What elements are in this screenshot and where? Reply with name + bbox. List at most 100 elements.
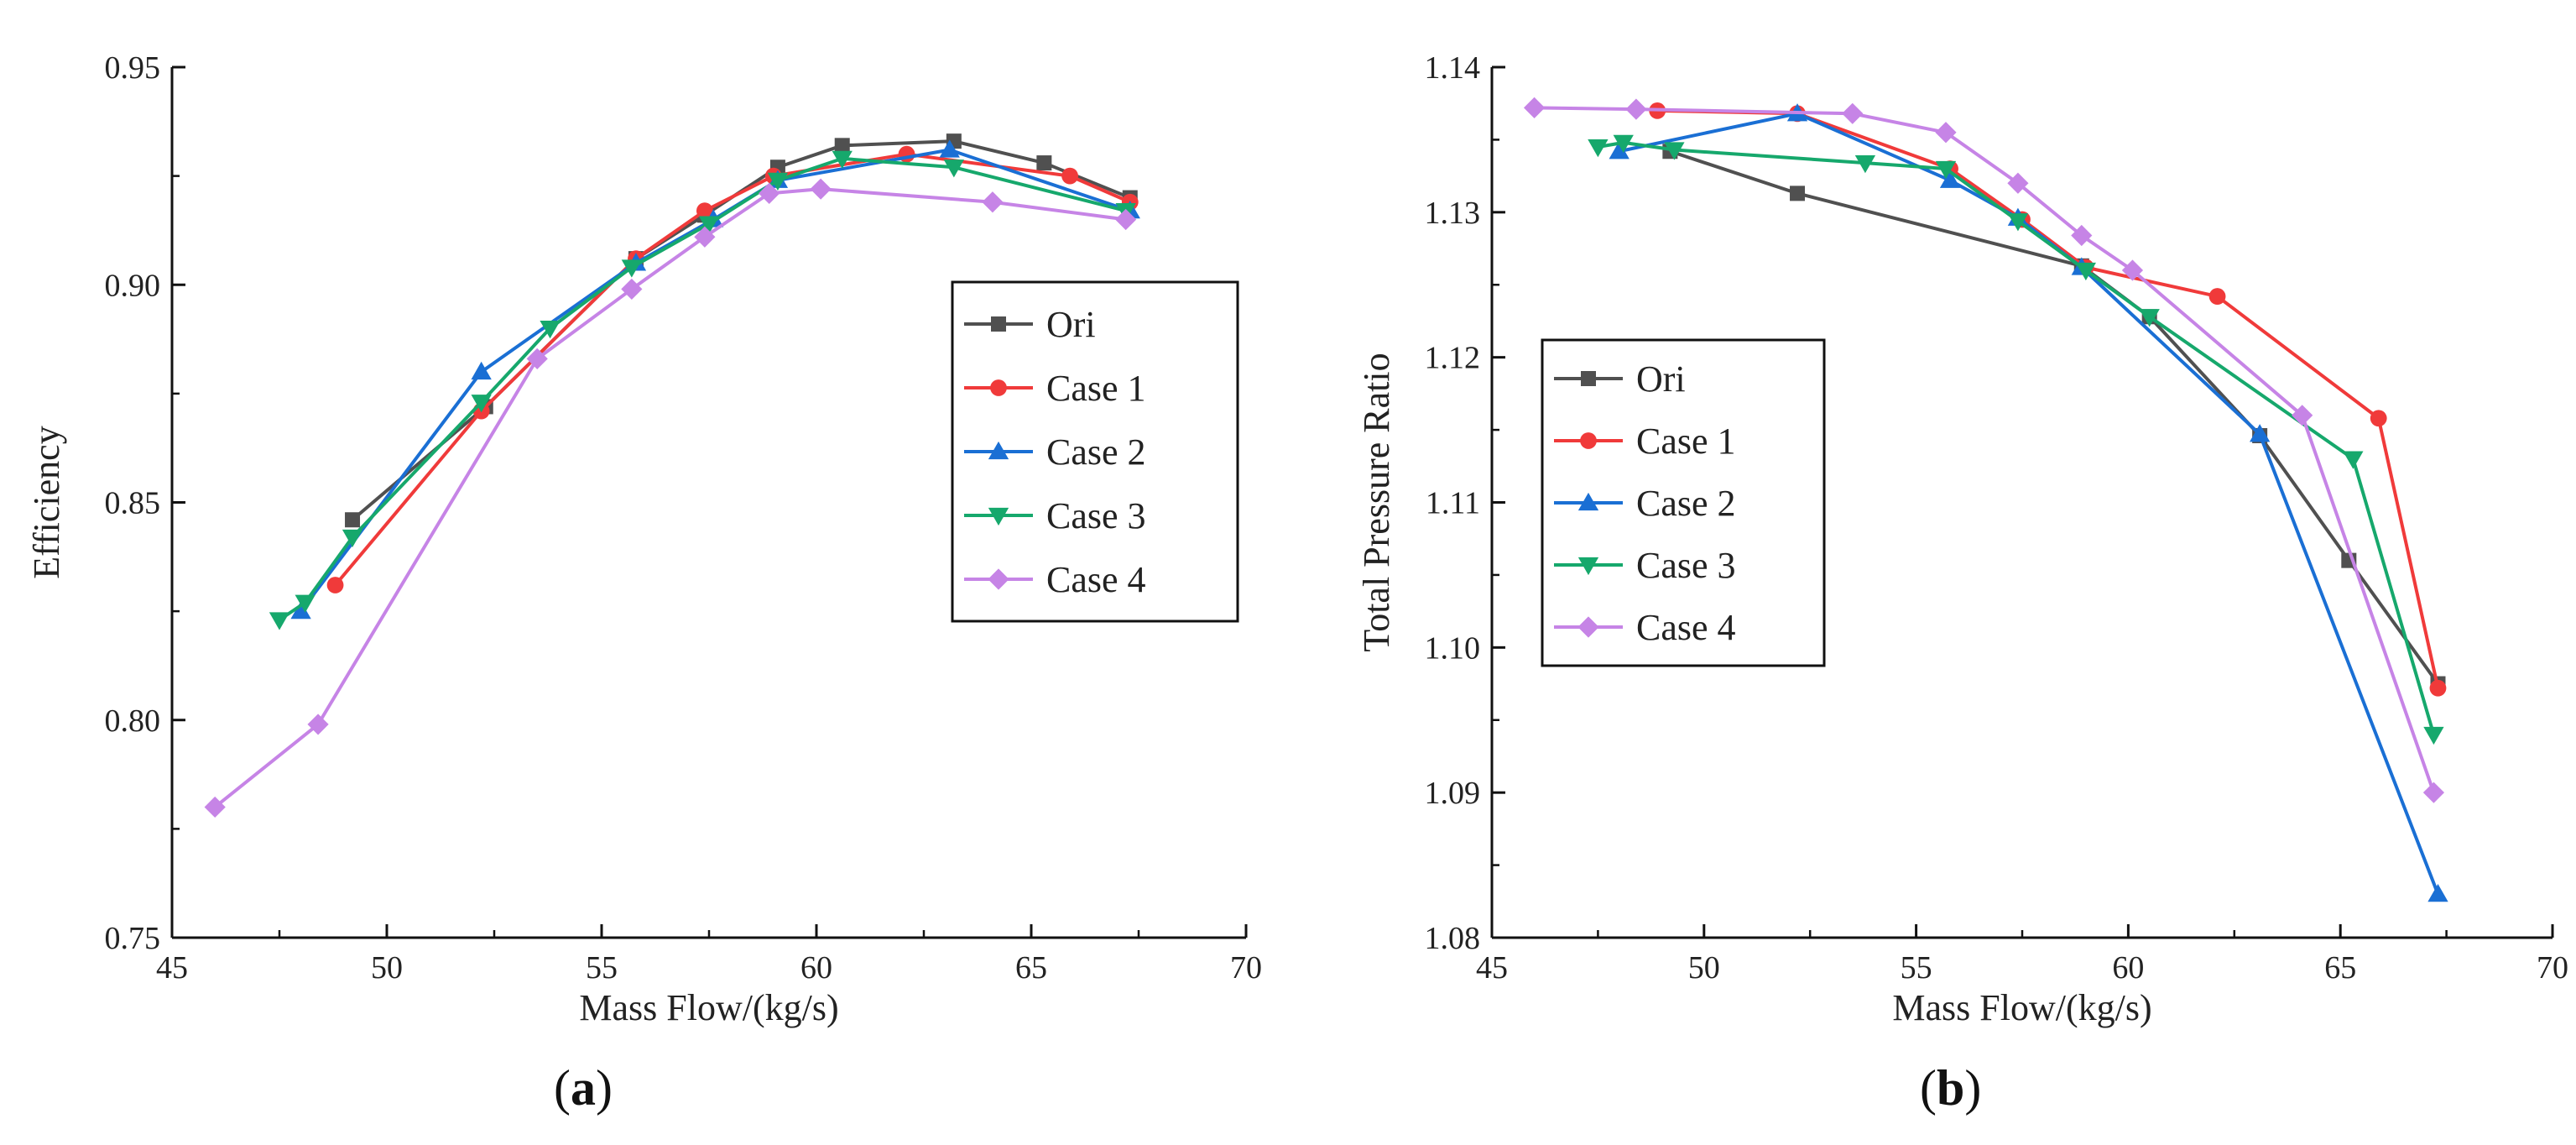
y-tick-label: 0.75 [105, 921, 161, 956]
data-point-case-3 [832, 150, 853, 170]
legend-label: Case 2 [1636, 483, 1736, 524]
x-axis-label: Mass Flow/(kg/s) [579, 987, 838, 1028]
legend-swatch-marker [1577, 616, 1599, 638]
data-point-case-3 [621, 259, 642, 278]
data-point-case-3 [1588, 139, 1609, 158]
data-point-case-4 [810, 178, 832, 200]
x-tick-label: 70 [1230, 950, 1262, 986]
legend-swatch-marker [1581, 371, 1596, 386]
data-point-case-3 [767, 172, 789, 191]
series-line-case-1 [1657, 108, 2440, 689]
series-line-case-3 [1598, 140, 2436, 735]
data-point-case-3 [2139, 309, 2160, 327]
y-tick-label: 1.08 [1425, 921, 1481, 956]
y-tick-label: 0.80 [105, 703, 161, 739]
data-point-case-1 [696, 202, 713, 220]
y-tick-label: 1.13 [1425, 196, 1481, 231]
y-tick-label: 0.95 [105, 50, 161, 86]
y-tick-label: 1.10 [1425, 630, 1481, 666]
legend-item-ori: Ori [964, 304, 1096, 345]
data-point-case-3 [540, 320, 561, 339]
data-point-case-4 [2422, 782, 2445, 803]
legend-label: Ori [1636, 358, 1686, 400]
data-point-case-3 [269, 612, 290, 630]
data-point-case-3 [2423, 726, 2444, 745]
legend-label: Case 4 [1046, 559, 1146, 600]
x-tick-label: 65 [2324, 950, 2356, 986]
x-tick-label: 65 [1015, 950, 1047, 986]
legend-label: Case 1 [1636, 421, 1736, 462]
legend-swatch-marker [1577, 492, 1599, 511]
data-point-case-2 [1609, 141, 1630, 159]
data-point-case-4 [526, 348, 548, 369]
series-case-4 [204, 178, 1137, 818]
y-tick-label: 0.90 [105, 268, 161, 303]
data-point-case-4 [2292, 405, 2313, 426]
data-point-case-4 [2121, 259, 2144, 281]
data-point-case-4 [621, 278, 643, 301]
legend: Ori Case 1 Case 2 Case 3 Case 4 [1541, 338, 1826, 667]
x-tick-label: 60 [2112, 950, 2144, 986]
data-point-case-2 [2427, 884, 2448, 902]
data-point-ori [1036, 155, 1052, 171]
data-point-case-2 [2249, 424, 2271, 442]
data-point-case-3 [2007, 213, 2029, 232]
y-tick-label: 0.85 [105, 486, 161, 521]
chart-total-pressure-ratio: 45 50 55 60 65 70 1.08 1.09 1.10 1.11 1.12 1.13 1.14… [1356, 50, 2568, 1028]
data-point-ori [345, 512, 361, 528]
data-point-case-4 [1115, 208, 1137, 231]
legend-item-ori: Ori [1554, 358, 1686, 400]
data-point-case-3 [295, 594, 315, 613]
data-point-case-4 [759, 182, 780, 204]
legend-swatch-marker [990, 379, 1007, 396]
legend-item-case-4: Case 4 [1554, 607, 1736, 648]
legend-label: Case 3 [1046, 495, 1146, 536]
data-point-ori [1790, 186, 1806, 201]
data-point-ori [834, 138, 850, 154]
data-point-case-1 [2429, 679, 2447, 697]
data-point-case-2 [939, 139, 960, 158]
data-point-case-4 [204, 796, 226, 818]
y-tick-label: 1.09 [1425, 776, 1481, 811]
legend-item-case-2: Case 2 [1554, 483, 1736, 524]
data-point-case-3 [342, 529, 363, 548]
legend-item-case-1: Case 1 [964, 368, 1146, 409]
data-point-case-4 [2007, 172, 2029, 194]
data-point-case-4 [1523, 97, 1546, 118]
series-case-3 [1588, 134, 2444, 745]
x-axis-label: Mass Flow/(kg/s) [1892, 987, 2151, 1028]
series-case-4 [1523, 97, 2445, 803]
data-point-case-4 [1842, 102, 1864, 124]
legend-item-case-4: Case 4 [964, 559, 1146, 600]
panel-label-a: (a) [554, 1060, 613, 1116]
data-point-case-4 [694, 226, 716, 248]
data-point-case-2 [1939, 170, 1961, 188]
data-point-case-1 [326, 577, 344, 593]
y-axis-label: Total Pressure Ratio [1356, 353, 1397, 651]
data-point-case-3 [1613, 134, 1634, 154]
legend-label: Case 1 [1046, 368, 1146, 409]
legend-label: Case 3 [1636, 545, 1736, 586]
x-tick-label: 50 [1688, 950, 1720, 986]
legend: Ori Case 1 Case 2 Case 3 Case 4 [951, 280, 1239, 623]
legend-swatch-marker [988, 507, 1009, 526]
data-point-case-3 [2075, 262, 2096, 281]
panel-label-b: (b) [1920, 1060, 1982, 1116]
y-tick-label: 1.12 [1425, 341, 1481, 376]
data-point-case-3 [1664, 142, 1685, 160]
legend-item-case-2: Case 2 [964, 431, 1146, 473]
data-point-case-2 [471, 361, 492, 380]
legend-swatch-marker [1580, 432, 1597, 449]
data-point-case-1 [2208, 288, 2226, 305]
y-axis-label: Efficiency [26, 426, 67, 578]
data-point-case-4 [2071, 224, 2093, 247]
data-point-case-3 [943, 159, 964, 178]
data-point-case-4 [1935, 122, 1957, 144]
x-tick-label: 70 [2537, 950, 2568, 986]
data-point-case-2 [290, 600, 311, 620]
y-tick-label: 1.14 [1425, 50, 1481, 86]
legend-swatch-marker [988, 441, 1009, 460]
y-tick-label: 1.11 [1426, 486, 1480, 521]
legend-swatch-marker [1577, 557, 1599, 576]
legend-item-case-3: Case 3 [1554, 545, 1736, 586]
